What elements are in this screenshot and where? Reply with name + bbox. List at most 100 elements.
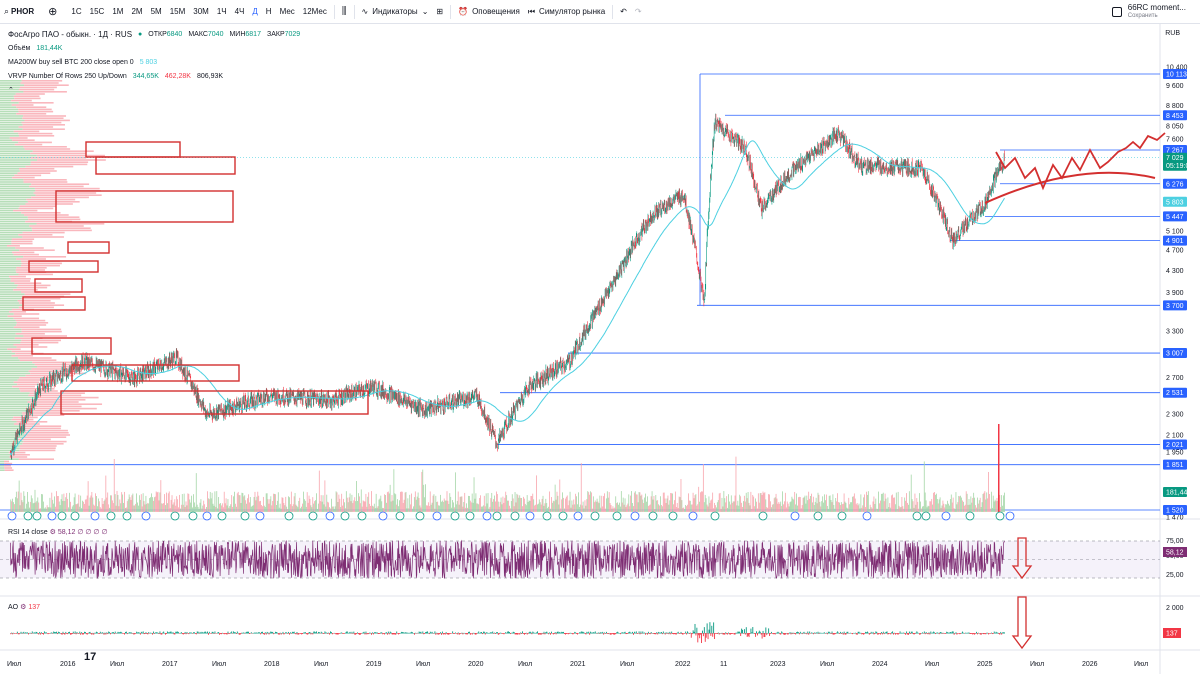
volume-bar [214, 491, 215, 512]
volume-bar [515, 492, 516, 512]
ao-bar [820, 633, 821, 634]
currency-label[interactable]: RUB [1165, 30, 1180, 37]
templates-button[interactable]: ⊞ [432, 0, 447, 23]
ao-bar [218, 632, 219, 633]
ao-bar [925, 633, 926, 634]
volume-bar [420, 505, 421, 512]
volume-bar [383, 508, 384, 512]
layout-save-control[interactable]: 66RC moment... Сохранить [1112, 3, 1186, 21]
rsi-legend[interactable]: RSI 14 close ⚙ 58,12 ∅ ∅ ∅ ∅ [8, 528, 108, 536]
vp-bar-up [0, 454, 10, 456]
badge-text: 4 901 [1166, 238, 1184, 245]
volume-bar [245, 500, 246, 512]
chart-canvas[interactable]: 10 4009 6008 8008 0507 6006 7006 3005 10… [0, 24, 1200, 674]
chart-type-button[interactable]: ⫼ [338, 0, 351, 23]
close-value: 7029 [285, 31, 301, 38]
symbol-search-button[interactable]: ⌕ PHOR [0, 0, 38, 23]
vp-bar-up [0, 232, 23, 234]
volume-bar [662, 506, 663, 512]
ma-legend[interactable]: MA200W buy sell BTC 200 close open 0 5 8… [8, 56, 300, 70]
volume-bar [147, 503, 148, 512]
timeframe-3[interactable]: 2М [127, 7, 146, 16]
alerts-button[interactable]: ⏰ Оповещения [454, 0, 524, 23]
volume-bar [562, 492, 563, 512]
collapse-legend-button[interactable]: ⌃ [8, 84, 300, 98]
ao-bar [371, 633, 372, 635]
timeframe-5[interactable]: 15М [166, 7, 190, 16]
ao-bar [849, 633, 850, 634]
ao-bar [975, 633, 976, 634]
ao-bar [728, 633, 729, 634]
volume-bar [655, 495, 656, 512]
volume-bar [664, 493, 665, 512]
volume-bar [542, 499, 543, 512]
ao-bar [347, 631, 348, 633]
ao-bar [36, 632, 37, 633]
volume-legend[interactable]: Объём 181,44K [8, 42, 300, 56]
volume-bar [929, 501, 930, 512]
timeframe-12[interactable]: 12Мес [299, 7, 331, 16]
ao-bar [838, 633, 839, 634]
timeframe-4[interactable]: 5М [147, 7, 166, 16]
timeframe-10[interactable]: Н [262, 7, 276, 16]
volume-bar [823, 503, 824, 512]
volume-bar [424, 497, 425, 512]
ao-bar [36, 632, 37, 634]
volume-bar [293, 504, 294, 512]
vp-bar-down [31, 161, 88, 163]
volume-bar [887, 509, 888, 512]
ao-bar [53, 631, 54, 633]
vp-bar-up [0, 278, 11, 280]
volume-bar [62, 494, 63, 512]
timeframe-9[interactable]: Д [248, 7, 261, 16]
timeframe-6[interactable]: 30М [189, 7, 213, 16]
volume-bar [76, 504, 77, 512]
volume-bar [784, 501, 785, 512]
ao-bar [582, 632, 583, 634]
ao-bar [360, 633, 361, 635]
volume-bar [695, 494, 696, 512]
compare-symbol-button[interactable]: ⊕ [38, 0, 67, 23]
toolbar-divider [354, 5, 355, 19]
ao-bar [354, 633, 355, 635]
vp-bar-up [0, 456, 10, 458]
vp-bar-up [0, 219, 28, 221]
timeframe-11[interactable]: Мес [276, 7, 299, 16]
ao-bar [626, 633, 627, 634]
redo-button[interactable]: ↷ [631, 0, 646, 23]
ao-bar [484, 632, 485, 634]
volume-bar [888, 507, 889, 512]
volume-bar [380, 496, 381, 512]
ao-legend[interactable]: AO ⚙ 137 [8, 603, 40, 611]
timeframe-2[interactable]: 1М [108, 7, 127, 16]
ao-bar [426, 632, 427, 634]
undo-button[interactable]: ↶ [616, 0, 631, 23]
indicators-button[interactable]: ∿ Индикаторы ⌄ [358, 0, 433, 23]
replay-button[interactable]: ⏮ Симулятор рынка [524, 0, 609, 23]
ao-bar [742, 630, 743, 634]
timeframe-8[interactable]: 4Ч [231, 7, 249, 16]
vp-bar-up [0, 260, 21, 262]
volume-bar [573, 499, 574, 512]
ao-bar [832, 632, 833, 634]
volume-bar [1004, 493, 1005, 512]
volume-bar [552, 503, 553, 512]
timeframe-0[interactable]: 1С [67, 7, 85, 16]
ao-bar [404, 633, 405, 634]
price-level-badge: 181,44K [1163, 487, 1192, 497]
ao-bar [466, 633, 467, 634]
volume-bar [811, 494, 812, 512]
ao-bar [205, 632, 206, 634]
volume-bar [128, 499, 129, 512]
ao-bar [13, 633, 14, 634]
ao-bar [23, 632, 24, 634]
volume-bar [576, 496, 577, 512]
ao-bar [322, 633, 323, 634]
vp-bar-down [20, 205, 57, 207]
vrvp-legend[interactable]: VRVP Number Of Rows 250 Up/Down 344,65K … [8, 70, 300, 84]
timeframe-1[interactable]: 15С [86, 7, 109, 16]
timeframe-7[interactable]: 1Ч [213, 7, 231, 16]
volume-bar [262, 506, 263, 512]
event-marker [838, 512, 846, 520]
ao-bar [32, 631, 33, 633]
